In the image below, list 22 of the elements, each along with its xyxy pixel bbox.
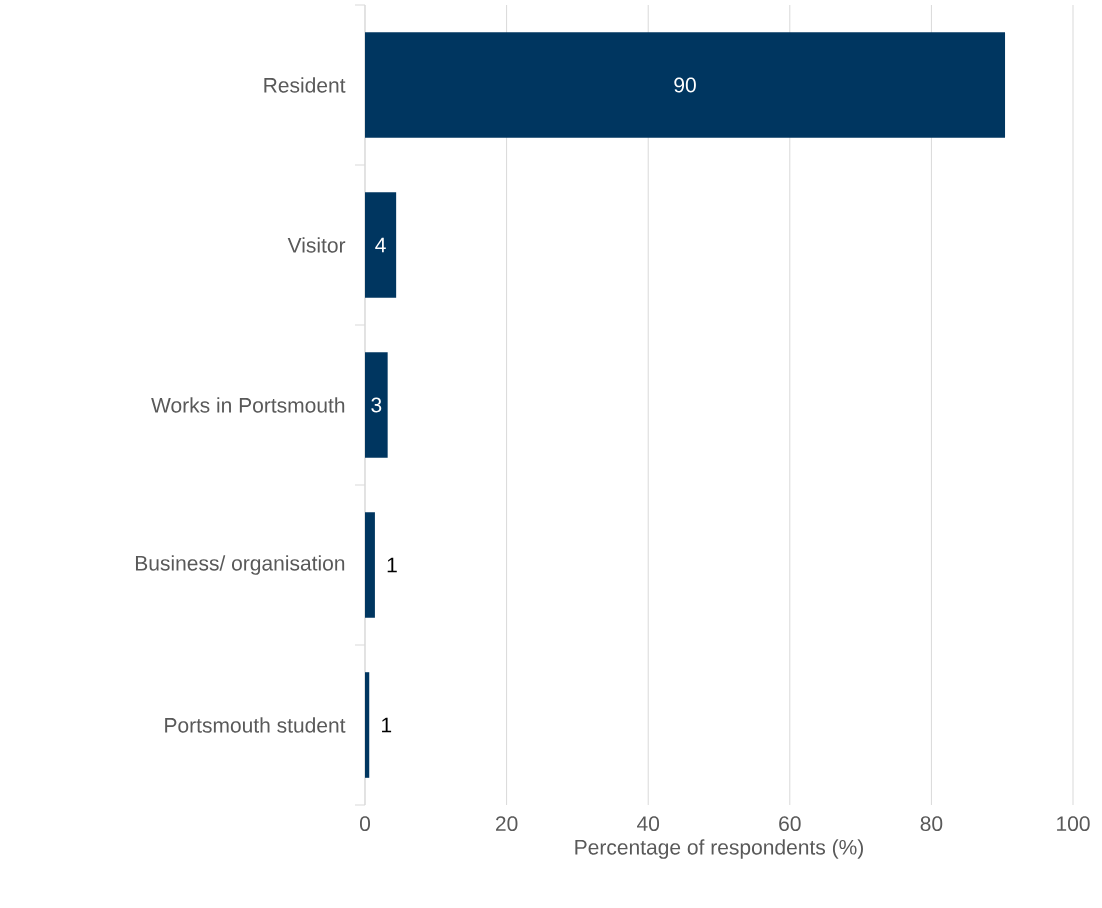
y-tick-label: Works in Portsmouth bbox=[151, 397, 345, 413]
bar bbox=[365, 192, 397, 298]
x-tick-label: 60 bbox=[779, 816, 801, 832]
y-tick-label: Resident bbox=[264, 77, 346, 93]
y-tick-label: Portsmouth student bbox=[165, 717, 346, 733]
y-tick-label: Visitor bbox=[287, 237, 346, 253]
data-label: 90 bbox=[674, 77, 696, 93]
data-label: 1 bbox=[382, 717, 392, 733]
x-axis-title: Percentage of respondents (%) bbox=[575, 839, 863, 859]
x-tick-label: 40 bbox=[637, 816, 660, 832]
bar bbox=[365, 512, 375, 618]
x-tick-label: 20 bbox=[495, 816, 518, 832]
bar bbox=[365, 352, 388, 458]
data-label: 4 bbox=[375, 237, 386, 253]
data-label: 1 bbox=[387, 557, 397, 573]
x-tick-label: 0 bbox=[359, 816, 371, 832]
x-tick-label: 80 bbox=[920, 816, 943, 832]
x-tick-label: 100 bbox=[1057, 816, 1090, 832]
bar bbox=[365, 32, 1006, 138]
data-label: 3 bbox=[371, 397, 382, 413]
bar bbox=[365, 672, 370, 778]
y-tick-label: Business/ organisation bbox=[135, 555, 345, 575]
